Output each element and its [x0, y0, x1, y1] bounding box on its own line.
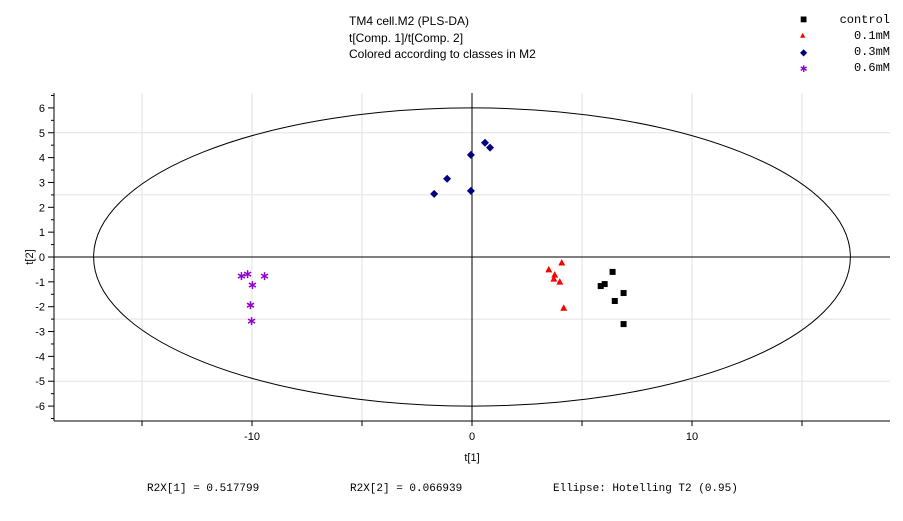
y-tick-label: -6 [35, 401, 45, 413]
point-0.6mM [247, 317, 256, 326]
chart-title: TM4 cell.M2 (PLS-DA) [349, 14, 470, 28]
y-tick-label: 0 [39, 252, 45, 264]
point-control [611, 297, 618, 304]
y-tick-label: -5 [35, 376, 45, 388]
diamond-marker-icon: ◆ [800, 45, 808, 60]
y-tick-label: 5 [39, 128, 45, 140]
square-marker-icon: ■ [800, 13, 808, 27]
point-0.3mM [430, 189, 439, 198]
point-0.1mM [560, 304, 568, 311]
point-control [609, 268, 616, 275]
legend: ■ control ▲ 0.1mM ◆ 0.3mM ✱ 0.6mM [800, 12, 890, 76]
point-control [597, 283, 604, 290]
y-axis-label: t[2] [24, 249, 36, 264]
y-tick-label: -4 [35, 351, 45, 363]
star-marker-icon: ✱ [800, 61, 808, 76]
legend-item-0.3mM: ◆ 0.3mM [800, 45, 890, 60]
point-0.6mM [248, 281, 257, 290]
point-0.1mM [545, 265, 553, 273]
y-tick-label: 1 [39, 227, 45, 239]
point-0.3mM [466, 150, 475, 159]
triangle-marker-icon: ▲ [800, 31, 806, 41]
chart-caption: Colored according to classes in M2 [349, 47, 536, 61]
point-0.6mM [260, 272, 269, 281]
y-tick-label: -3 [35, 327, 45, 339]
ellipse-label: Ellipse: Hotelling T2 (0.95) [553, 483, 738, 495]
y-tick-label: 2 [39, 202, 45, 214]
y-tick-label: 4 [39, 153, 45, 165]
point-control [620, 290, 627, 297]
y-tick-label: -1 [35, 277, 45, 289]
x-axis-label: t[1] [464, 452, 479, 464]
point-0.6mM [237, 272, 246, 281]
point-0.6mM [243, 270, 252, 279]
legend-item-0.1mM: ▲ 0.1mM [800, 29, 890, 43]
y-tick-label: -2 [35, 302, 45, 314]
x-tick-label: 10 [686, 431, 698, 443]
legend-item-0.6mM: ✱ 0.6mM [800, 61, 890, 76]
point-control [601, 281, 608, 288]
r2x2-label: R2X[2] = 0.066939 [350, 483, 463, 495]
point-0.3mM [466, 186, 475, 195]
point-0.1mM [558, 258, 566, 266]
point-0.1mM [556, 278, 564, 285]
legend-item-control: ■ control [800, 13, 890, 27]
point-0.3mM [486, 143, 495, 152]
y-tick-label: 3 [39, 177, 45, 189]
x-tick-label: 0 [469, 431, 475, 443]
r2x1-label: R2X[1] = 0.517799 [147, 483, 260, 495]
point-0.3mM [480, 138, 489, 147]
point-control [620, 321, 627, 328]
x-tick-label: -10 [244, 431, 260, 443]
point-0.6mM [246, 301, 255, 310]
y-tick-label: 6 [39, 103, 45, 115]
hotelling-ellipse [93, 107, 851, 407]
point-0.1mM [550, 275, 558, 282]
point-0.1mM [551, 271, 559, 278]
chart-subtitle: t[Comp. 1]/t[Comp. 2] [349, 31, 464, 45]
point-0.3mM [443, 174, 452, 183]
